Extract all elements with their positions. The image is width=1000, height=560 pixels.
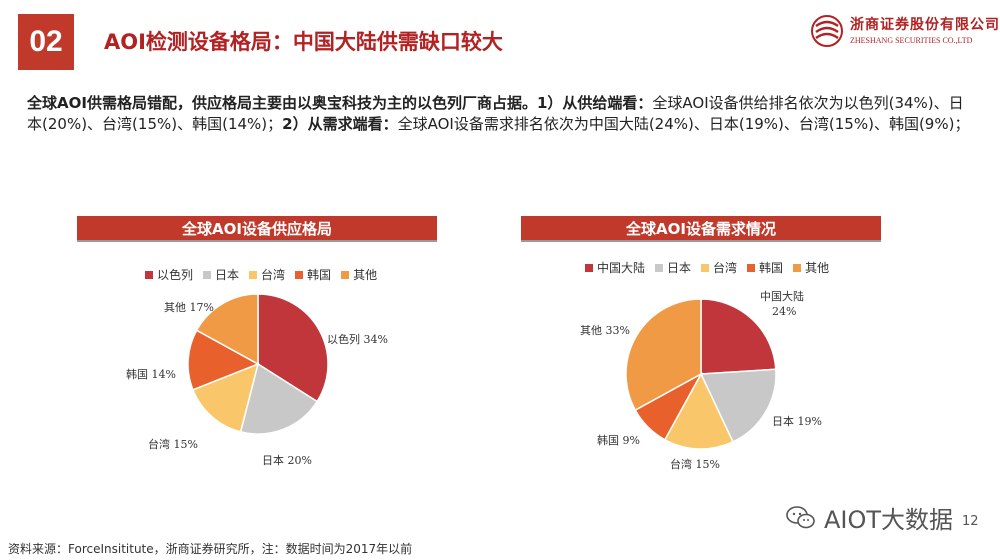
legend-swatch [203, 270, 212, 279]
logo-company-name-cn: 浙商证券股份有限公司 [850, 17, 1000, 33]
legend-swatch [655, 263, 664, 272]
legend-label: 台湾 [713, 261, 738, 275]
legend-item: 韩国 [295, 266, 331, 283]
legend-label: 韩国 [307, 268, 332, 282]
source-note: 资料来源：ForceInsititute，浙商证券研究所，注：数据时间为2017… [8, 542, 413, 556]
pie-slice [625, 298, 702, 412]
wechat-watermark: AIOT大数据 [786, 500, 953, 535]
demand-chart-legend: 中国大陆 日本 台湾 韩国 其他 [585, 259, 829, 276]
wechat-icon [786, 505, 815, 528]
pie-slice [700, 298, 777, 375]
intro-bold-1: 全球AOI供需格局错配，供应格局主要由以奥宝科技为主的以色列厂商占据。1）从供给… [27, 94, 653, 112]
supply-chart-legend: 以色列 日本 台湾 韩国 其他 [145, 266, 377, 283]
pie-slice [663, 372, 734, 450]
legend-item: 韩国 [747, 259, 783, 276]
legend-swatch [793, 263, 802, 272]
legend-swatch [249, 270, 258, 279]
legend-item: 以色列 [145, 266, 193, 283]
slice-label: 中国大陆 24% [760, 289, 804, 318]
logo-company-name-en: ZHESHANG SECURITIES CO.,LTD [850, 36, 973, 45]
page-number: 12 [962, 514, 979, 529]
legend-item: 台湾 [249, 266, 285, 283]
watermark-text: AIOT大数据 [824, 506, 954, 534]
legend-swatch [701, 263, 710, 272]
supply-chart-title: 全球AOI设备供应格局 [77, 216, 437, 242]
legend-label: 中国大陆 [597, 261, 646, 275]
pie-slice [699, 368, 777, 443]
legend-label: 日本 [215, 268, 240, 282]
legend-label: 韩国 [759, 261, 784, 275]
pie-slice [239, 362, 319, 435]
slice-label: 日本 19% [772, 414, 822, 428]
legend-swatch [747, 263, 756, 272]
legend-label: 以色列 [157, 268, 194, 282]
legend-item: 其他 [341, 266, 377, 283]
legend-label: 台湾 [261, 268, 286, 282]
pie-slice [187, 329, 260, 391]
intro-text-1: 全球AOI设备供给排名依次为以色列(34%)、日本(20%)、台湾(15%)、韩… [27, 94, 964, 133]
slice-label: 日本 20% [262, 453, 312, 467]
slice-label: 其他 33% [580, 324, 630, 337]
company-logo: 浙商证券股份有限公司 ZHESHANG SECURITIES CO.,LTD [810, 10, 999, 54]
legend-label: 其他 [805, 261, 830, 275]
slice-label: 以色列 34% [327, 332, 388, 346]
slice-label: 台湾 15% [148, 437, 198, 451]
intro-text-2: 全球AOI设备需求排名依次为中国大陆(24%)、日本(19%)、台湾(15%)、… [397, 115, 970, 133]
slice-label: 台湾 15% [670, 457, 720, 471]
slice-label: 其他 17% [164, 301, 214, 314]
legend-swatch [295, 270, 304, 279]
slice-label: 韩国 9% [597, 433, 640, 447]
pie-slice [195, 293, 259, 366]
intro-bold-2: 2）从需求端看： [282, 115, 398, 133]
legend-swatch [585, 263, 593, 272]
legend-label: 日本 [667, 261, 692, 275]
legend-item: 台湾 [701, 259, 737, 276]
legend-swatch [341, 270, 350, 279]
pie-slice [191, 362, 260, 433]
legend-item: 中国大陆 [585, 259, 645, 276]
legend-swatch [145, 270, 153, 279]
page-title: AOI检测设备格局：中国大陆供需缺口较大 [104, 30, 503, 54]
legend-item: 日本 [655, 259, 691, 276]
demand-chart-title: 全球AOI设备需求情况 [521, 216, 881, 242]
legend-item: 其他 [793, 259, 829, 276]
section-number-badge: 02 [18, 14, 74, 70]
legend-label: 其他 [353, 268, 378, 282]
zheshang-logo-icon [811, 15, 843, 47]
legend-item: 日本 [203, 266, 239, 283]
slice-label: 韩国 14% [126, 367, 176, 381]
intro-paragraph: 全球AOI供需格局错配，供应格局主要由以奥宝科技为主的以色列厂商占据。1）从供给… [27, 93, 977, 135]
